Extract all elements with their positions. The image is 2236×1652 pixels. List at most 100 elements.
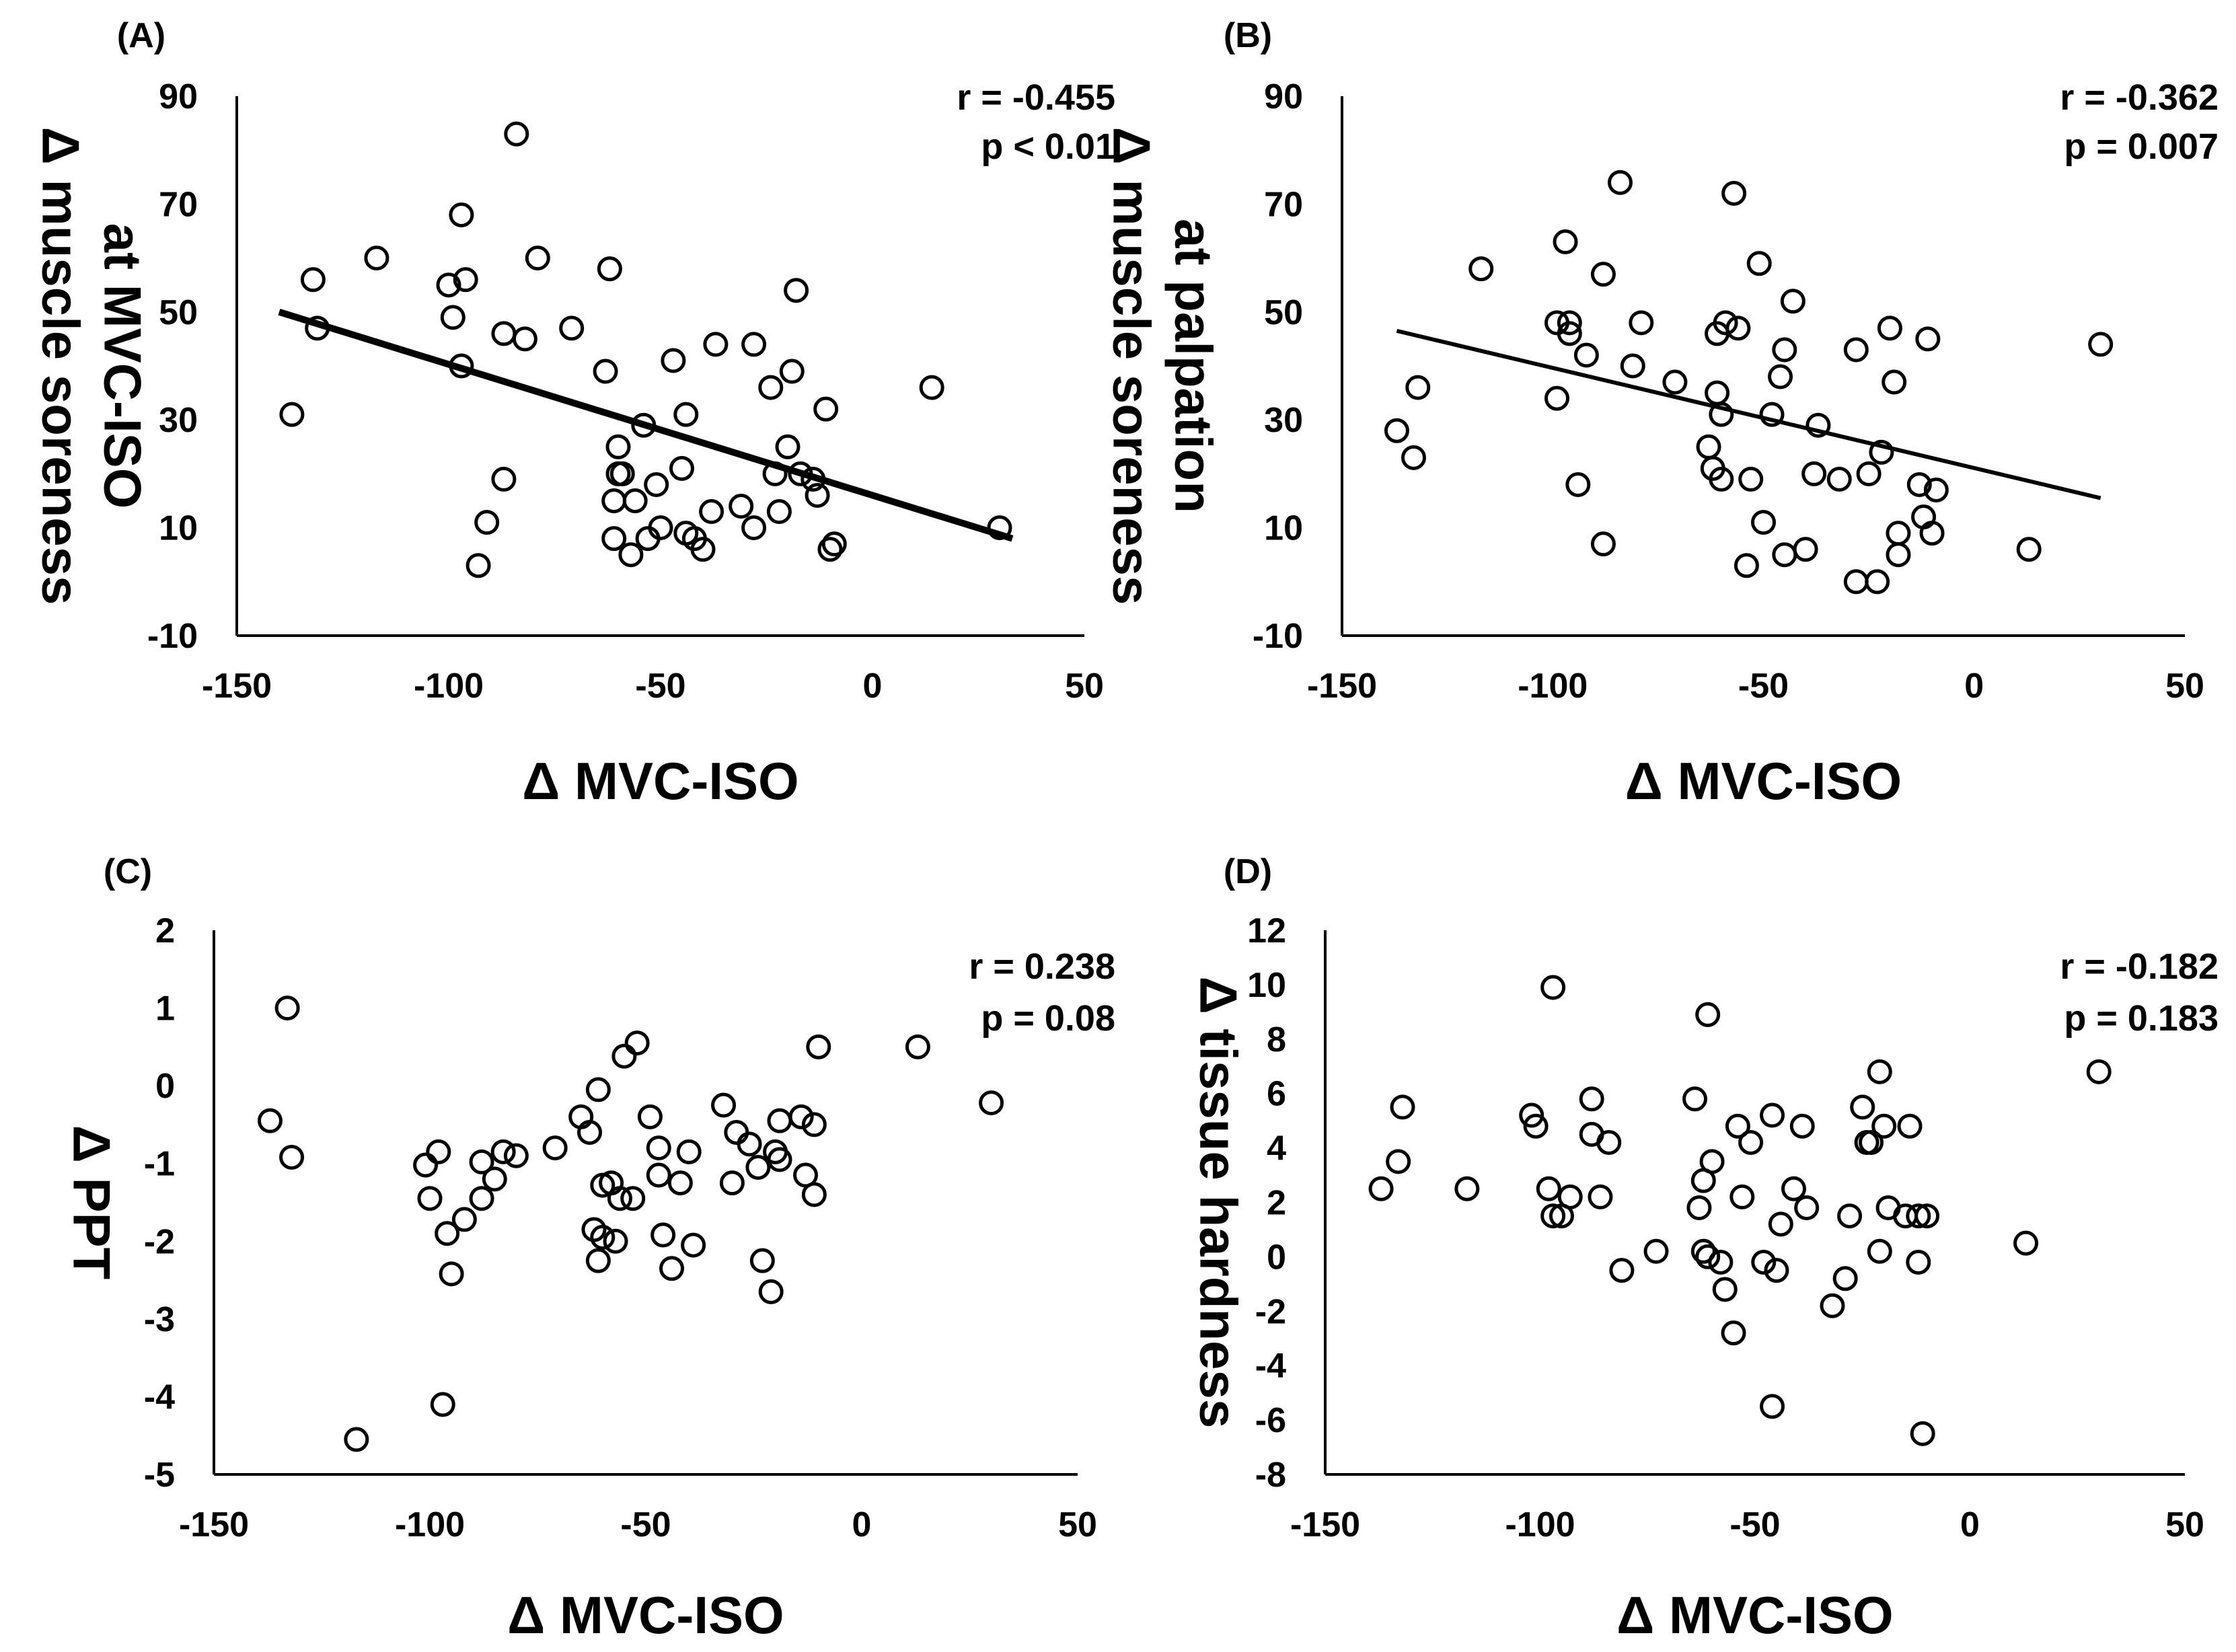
data-point [1709, 402, 1734, 427]
data-point [1540, 1203, 1566, 1229]
y-tick-label: 30 [1264, 401, 1303, 440]
data-point [439, 1261, 464, 1287]
y-tick-label: 0 [1267, 1238, 1286, 1277]
data-point [1609, 1258, 1635, 1283]
data-point [667, 1170, 693, 1196]
data-point [257, 1108, 283, 1133]
data-point [1607, 170, 1633, 195]
data-point [762, 461, 788, 486]
x-tick-label: -150 [1307, 667, 1377, 706]
data-point [1886, 521, 1911, 546]
data-point [648, 515, 673, 541]
x-tick-label: -100 [414, 667, 484, 706]
data-point [737, 1131, 762, 1157]
stat-r-value: r = -0.362 [2060, 77, 2219, 118]
data-point [1553, 229, 1578, 255]
data-point [767, 1147, 792, 1172]
x-tick-label: 50 [2165, 1505, 2204, 1544]
data-point [601, 488, 627, 513]
data-point [585, 1248, 611, 1273]
data-point [806, 1034, 831, 1059]
data-point [449, 202, 474, 227]
x-tick-label: -50 [635, 667, 685, 706]
data-point [1686, 1195, 1712, 1221]
data-point [618, 542, 644, 568]
data-point [417, 1186, 443, 1211]
data-point [1865, 569, 1890, 595]
x-tick-label: -50 [1738, 667, 1789, 706]
data-point [1662, 369, 1688, 395]
data-point [605, 434, 631, 459]
x-tick-label: -100 [1518, 667, 1588, 706]
data-point [1760, 1394, 1785, 1419]
data-point [525, 246, 550, 271]
data-point [661, 348, 686, 373]
y-tick-label: -4 [1255, 1347, 1286, 1386]
data-point [775, 434, 800, 459]
y-tick-label: -2 [144, 1222, 175, 1261]
data-point [1713, 310, 1738, 336]
y-axis-title: Δ tissue hardness [1189, 977, 1248, 1429]
y-axis-title: Δ muscle soreness [31, 127, 90, 605]
data-point [1897, 1113, 1923, 1139]
data-point [1588, 1184, 1613, 1209]
data-point [1906, 1249, 1931, 1275]
data-point [741, 515, 767, 541]
y-tick-label: -10 [147, 617, 198, 656]
data-point [1712, 1277, 1738, 1302]
x-tick-label: -50 [1729, 1505, 1780, 1544]
x-tick-label: 0 [863, 667, 883, 706]
data-point [430, 1392, 455, 1417]
data-point [607, 1186, 632, 1211]
data-point [1738, 1130, 1764, 1156]
y-tick-label: 1 [155, 989, 175, 1028]
data-point [469, 1186, 494, 1211]
data-point [801, 1182, 827, 1207]
data-point [1368, 1176, 1394, 1201]
data-point [1573, 342, 1599, 368]
data-point [699, 499, 724, 525]
data-point [690, 537, 716, 562]
panel-b: (B) -150 -100 -50 0 50 90 70 50 30 10 -10 Δ MVC-ISO Δ… [1102, 16, 2219, 811]
data-point [305, 315, 330, 341]
data-point [491, 321, 517, 346]
data-point [453, 267, 478, 293]
data-point [465, 553, 491, 578]
data-point [669, 455, 694, 481]
data-point [1386, 1149, 1411, 1174]
data-point [779, 359, 805, 384]
data-point [1705, 380, 1730, 406]
data-point [646, 1162, 671, 1188]
data-point [593, 359, 618, 384]
data-point [1751, 510, 1776, 535]
y-tick-label: 2 [1267, 1184, 1286, 1223]
y-tick-label: 8 [1267, 1020, 1286, 1059]
data-point [1826, 466, 1852, 492]
x-tick-label: -150 [179, 1505, 249, 1544]
data-point [673, 402, 699, 427]
data-point [646, 1135, 671, 1161]
y-tick-label: 2 [155, 911, 175, 950]
data-point [979, 1090, 1004, 1116]
y-tick-label: 90 [1264, 77, 1303, 116]
data-point [1557, 321, 1582, 346]
data-point [577, 1119, 603, 1145]
x-tick-label: 50 [1058, 1505, 1097, 1544]
data-point [741, 332, 767, 357]
data-point [1906, 1203, 1931, 1229]
data-point [711, 1092, 737, 1118]
panel-label-d: (D) [1224, 852, 1272, 891]
data-point [2086, 1059, 2112, 1084]
data-point [624, 1030, 650, 1056]
data-point [542, 1135, 568, 1161]
data-point [637, 1104, 663, 1129]
data-point [449, 353, 474, 379]
data-point [719, 1170, 745, 1196]
data-point [1869, 439, 1894, 465]
y-tick-label: -10 [1253, 617, 1303, 656]
data-point [1820, 1293, 1845, 1318]
data-point [1914, 1203, 1940, 1229]
data-point [559, 315, 585, 341]
data-point [1867, 1238, 1892, 1264]
data-point [1843, 569, 1869, 595]
